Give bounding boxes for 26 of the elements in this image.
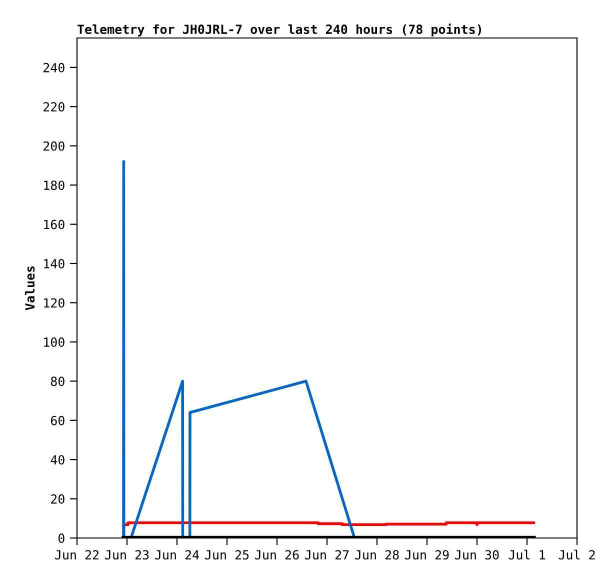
- y-tick-label: 140: [44, 258, 64, 268]
- x-tick-label: Jun 27: [305, 550, 349, 560]
- x-tick-label: Jul 1: [508, 550, 545, 560]
- x-tick-label: Jun 29: [405, 550, 449, 560]
- y-tick-label: 60: [50, 416, 64, 426]
- y-tick-label: 20: [51, 494, 64, 504]
- x-tick-label: Jun 24: [155, 550, 199, 560]
- y-tick-label: 200: [44, 141, 64, 151]
- x-tick-label: Jun 28: [355, 550, 399, 560]
- chart-title: Telemetry for JH0JRL-7 over last 240 hours (78 points): [78, 24, 482, 36]
- x-tick-label: Jun 23: [105, 550, 149, 560]
- x-tick-label: Jun 26: [255, 550, 299, 560]
- x-tick-label: Jun 30: [455, 550, 499, 560]
- y-tick-label: 240: [44, 62, 64, 72]
- y-axis-title: Values: [24, 266, 35, 310]
- x-tick-label: Jun 25: [205, 550, 249, 560]
- y-tick-label: 160: [44, 220, 64, 230]
- y-tick-label: 80: [50, 376, 64, 386]
- y-tick-label: 120: [44, 298, 64, 308]
- y-tick-label: 180: [44, 180, 64, 190]
- x-tick-label: Jul 2: [558, 550, 595, 560]
- y-tick-label: 220: [44, 102, 64, 112]
- y-tick-label: 100: [44, 337, 64, 347]
- x-tick-label: Jun 22: [55, 550, 99, 560]
- y-tick-label: 40: [50, 455, 64, 465]
- y-tick-label: 0: [58, 534, 64, 543]
